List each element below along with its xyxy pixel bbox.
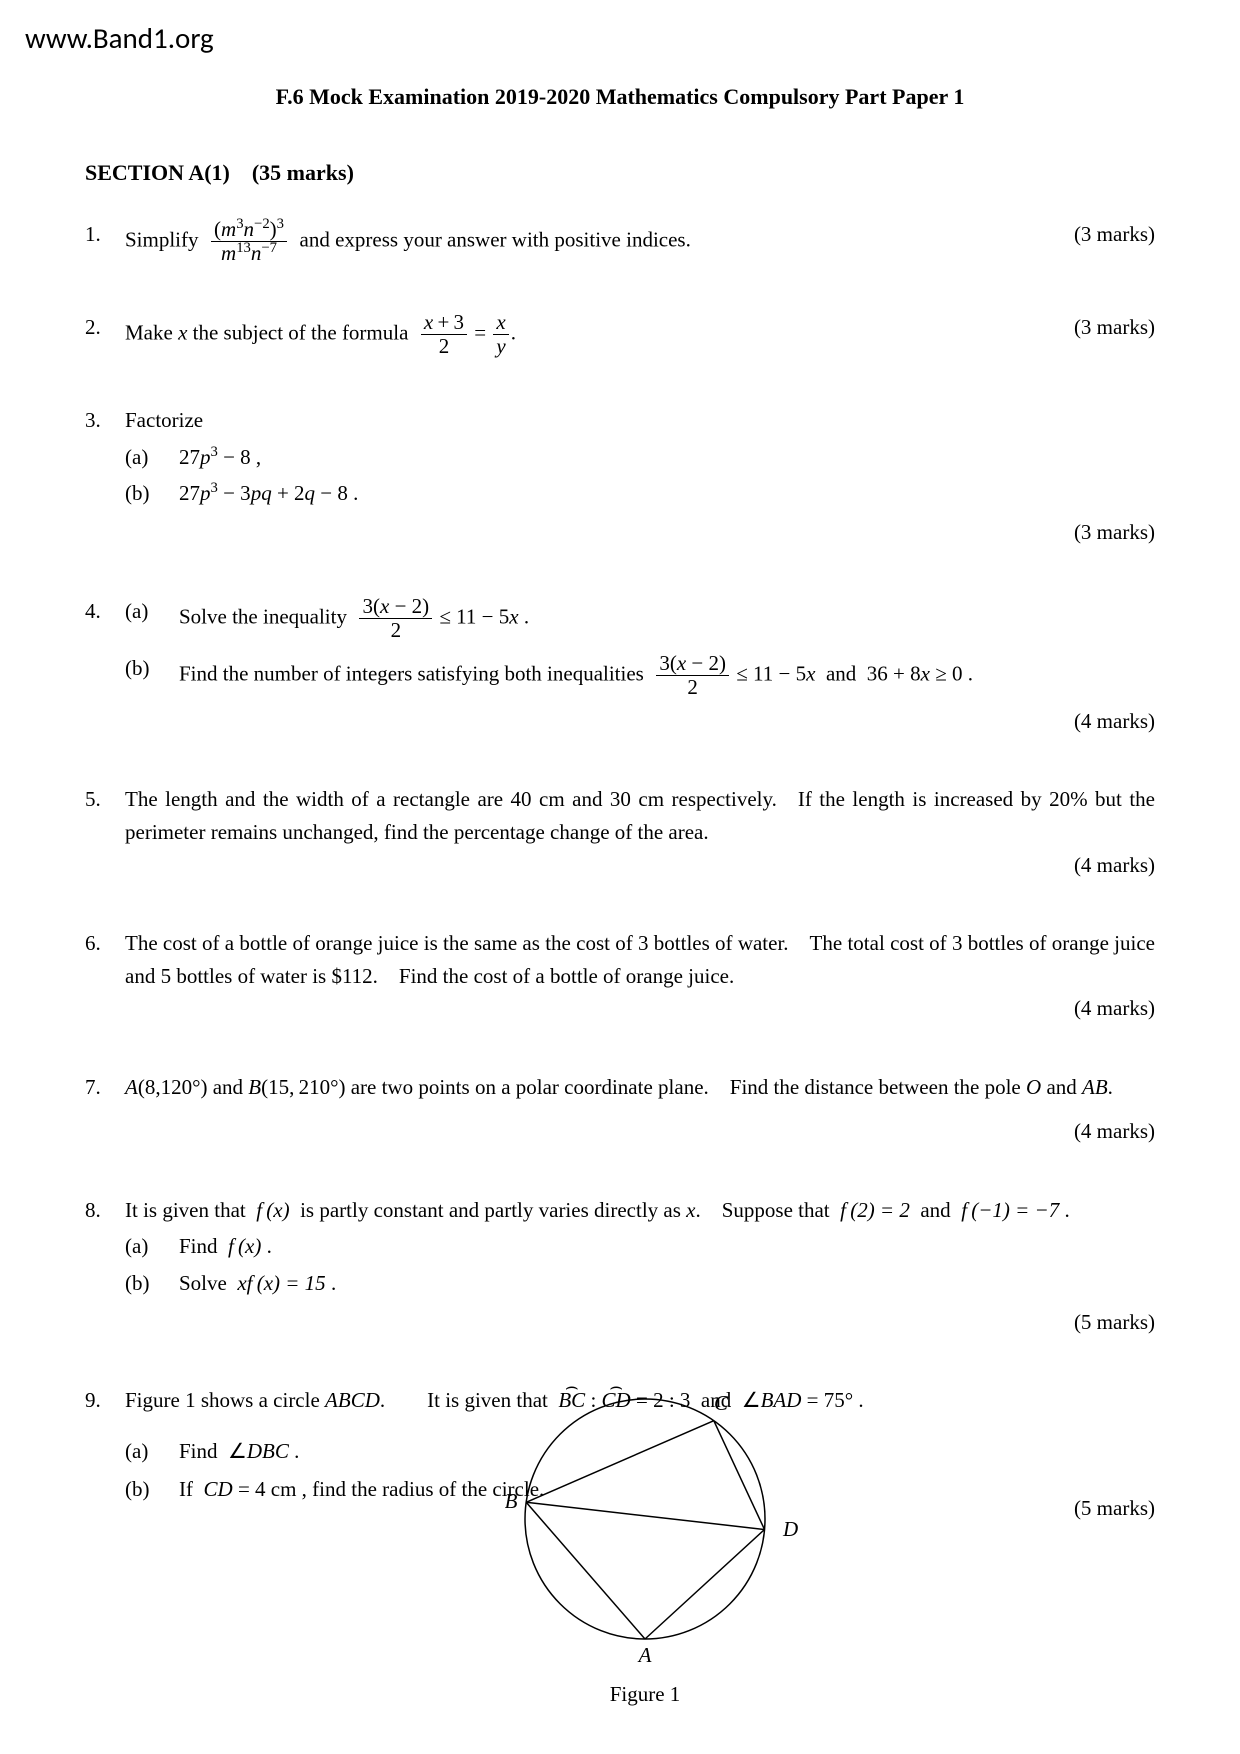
- question-8: 8. It is given that f (x) is partly cons…: [85, 1194, 1155, 1338]
- q7-number: 7.: [85, 1071, 125, 1104]
- q8-number: 8.: [85, 1194, 125, 1227]
- q1-number: 1.: [85, 218, 125, 251]
- q9-number: 9.: [85, 1384, 125, 1417]
- q1-pre: Simplify: [125, 227, 209, 251]
- q3-number: 3.: [85, 404, 125, 437]
- q2-lhs-fraction: x + 32: [421, 311, 467, 358]
- q9-body: Figure 1 shows a circle ABCD. It is give…: [125, 1384, 1155, 1506]
- q2-body: Make x the subject of the formula x + 32…: [125, 311, 1155, 358]
- q8-a: (a) Find f (x) .: [125, 1230, 1155, 1263]
- question-3: 3. Factorize (a) 27p3 − 8 , (b) 27p3 − 3…: [85, 404, 1155, 548]
- figure-caption: Figure 1: [505, 1678, 785, 1711]
- q8-marks: (5 marks): [1074, 1310, 1155, 1334]
- q4-body: (a) Solve the inequality 3(x − 2)2 ≤ 11 …: [125, 595, 1155, 738]
- question-4: 4. (a) Solve the inequality 3(x − 2)2 ≤ …: [85, 595, 1155, 738]
- q4-a: (a) Solve the inequality 3(x − 2)2 ≤ 11 …: [125, 595, 1155, 642]
- q2-number: 2.: [85, 311, 125, 344]
- q5-number: 5.: [85, 783, 125, 816]
- q6-body: The cost of a bottle of orange juice is …: [125, 927, 1155, 1025]
- q5-text: The length and the width of a rectangle …: [125, 783, 1155, 848]
- q1-post: and express your answer with positive in…: [289, 227, 691, 251]
- q5-body: The length and the width of a rectangle …: [125, 783, 1155, 881]
- q4-marks: (4 marks): [1074, 709, 1155, 733]
- svg-text:A: A: [637, 1643, 652, 1664]
- q1-fraction: (m3n−2)3m13n−7: [211, 218, 287, 265]
- q7-marks: (4 marks): [1074, 1119, 1155, 1143]
- q3-marks: (3 marks): [1074, 520, 1155, 544]
- svg-text:B: B: [505, 1489, 518, 1513]
- svg-text:D: D: [782, 1517, 798, 1541]
- q4-b: (b) Find the number of integers satisfyi…: [125, 652, 1155, 699]
- q2-marks: (3 marks): [1074, 311, 1155, 344]
- q9-marks: (5 marks): [1074, 1492, 1155, 1525]
- q4-number: 4.: [85, 595, 125, 628]
- q1-body: Simplify (m3n−2)3m13n−7 and express your…: [125, 218, 1155, 265]
- question-7: 7. A(8,120°) and B(15, 210°) are two poi…: [85, 1071, 1155, 1148]
- watermark: www.Band1.org: [25, 20, 1155, 56]
- q6-marks: (4 marks): [1074, 996, 1155, 1020]
- q3-body: Factorize (a) 27p3 − 8 , (b) 27p3 − 3pq …: [125, 404, 1155, 548]
- q3-text: Factorize: [125, 404, 1155, 437]
- q6-number: 6.: [85, 927, 125, 960]
- question-2: 2. Make x the subject of the formula x +…: [85, 311, 1155, 358]
- question-6: 6. The cost of a bottle of orange juice …: [85, 927, 1155, 1025]
- exam-title: F.6 Mock Examination 2019-2020 Mathemati…: [85, 84, 1155, 110]
- q7-body: A(8,120°) and B(15, 210°) are two points…: [125, 1071, 1155, 1148]
- circle-diagram: A B C D: [505, 1374, 805, 1664]
- q8-body: It is given that f (x) is partly constan…: [125, 1194, 1155, 1338]
- svg-text:C: C: [714, 1391, 729, 1415]
- q8-b: (b) Solve xf (x) = 15 .: [125, 1267, 1155, 1300]
- q1-marks: (3 marks): [1074, 218, 1155, 251]
- question-5: 5. The length and the width of a rectang…: [85, 783, 1155, 881]
- figure-1: A B C D Figure 1: [505, 1374, 805, 1710]
- section-header: SECTION A(1) (35 marks): [85, 160, 1155, 186]
- page: www.Band1.org F.6 Mock Examination 2019-…: [0, 0, 1240, 1754]
- question-1: 1. Simplify (m3n−2)3m13n−7 and express y…: [85, 218, 1155, 265]
- q2-rhs-fraction: xy: [493, 311, 508, 358]
- question-9: 9. Figure 1 shows a circle ABCD. It is g…: [85, 1384, 1155, 1506]
- q5-marks: (4 marks): [1074, 853, 1155, 877]
- q3-a: (a) 27p3 − 8 ,: [125, 441, 1155, 474]
- q6-text: The cost of a bottle of orange juice is …: [125, 927, 1155, 992]
- q3-b: (b) 27p3 − 3pq + 2q − 8 .: [125, 477, 1155, 510]
